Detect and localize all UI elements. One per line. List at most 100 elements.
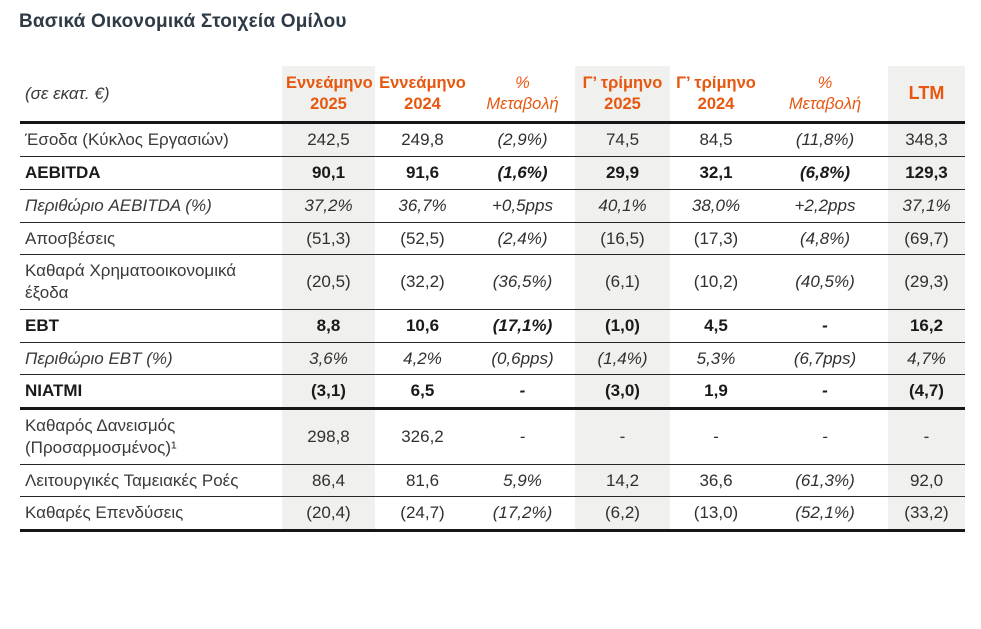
financial-summary-table: (σε εκατ. €) Εννεάμηνο 2025 Εννεάμηνο 20… <box>20 66 965 532</box>
row-label: AEBITDA <box>20 156 282 190</box>
value-cell: 37,1% <box>888 189 965 223</box>
value-cell: 3,6% <box>282 342 375 376</box>
table-row-ebt: EBT 8,8 10,6 (17,1%) (1,0) 4,5 - 16,2 <box>20 309 965 343</box>
value-cell: (52,5) <box>375 222 470 256</box>
value-cell: (1,0) <box>575 309 670 343</box>
value-cell: (1,4%) <box>575 342 670 376</box>
column-header-change-q3: % Μεταβολή <box>762 66 888 125</box>
row-label: Καθαρός Δανεισμός (Προσαρμοσμένος)¹ <box>20 408 282 465</box>
column-header-line1: Εννεάμηνο <box>286 74 373 92</box>
value-cell: (13,0) <box>670 496 762 532</box>
row-label: NIATMI <box>20 374 282 410</box>
value-cell: 8,8 <box>282 309 375 343</box>
value-cell: 4,7% <box>888 342 965 376</box>
value-cell: 74,5 <box>575 122 670 157</box>
value-cell: 326,2 <box>375 408 470 465</box>
value-cell: 4,2% <box>375 342 470 376</box>
value-cell: (17,3) <box>670 222 762 256</box>
value-cell: (4,8%) <box>762 222 888 256</box>
value-cell: 5,3% <box>670 342 762 376</box>
column-header-q3-2024: Γ’ τρίμηνο 2024 <box>670 66 762 125</box>
value-cell: 37,2% <box>282 189 375 223</box>
value-cell: (0,6pps) <box>470 342 575 376</box>
value-cell: 348,3 <box>888 122 965 157</box>
value-cell: (16,5) <box>575 222 670 256</box>
value-cell: 91,6 <box>375 156 470 190</box>
table-row-aebitda: AEBITDA 90,1 91,6 (1,6%) 29,9 32,1 (6,8%… <box>20 156 965 190</box>
table-row-depreciation: Αποσβέσεις (51,3) (52,5) (2,4%) (16,5) (… <box>20 222 965 256</box>
value-cell: 36,6 <box>670 464 762 498</box>
page-title: Βασικά Οικονομικά Στοιχεία Ομίλου <box>19 11 347 32</box>
unit-label: (σε εκατ. €) <box>20 66 282 125</box>
value-cell: (11,8%) <box>762 122 888 157</box>
value-cell: - <box>575 408 670 465</box>
value-cell: - <box>762 374 888 410</box>
column-header-ltm: LTM <box>888 66 965 125</box>
row-label: Έσοδα (Κύκλος Εργασιών) <box>20 122 282 157</box>
value-cell: (3,1) <box>282 374 375 410</box>
value-cell: (17,1%) <box>470 309 575 343</box>
row-label: Περιθώριο EBT (%) <box>20 342 282 376</box>
value-cell: 242,5 <box>282 122 375 157</box>
column-header-9m-2025: Εννεάμηνο 2025 <box>282 66 375 125</box>
value-cell: (3,0) <box>575 374 670 410</box>
value-cell: (52,1%) <box>762 496 888 532</box>
value-cell: +2,2pps <box>762 189 888 223</box>
header-row: (σε εκατ. €) Εννεάμηνο 2025 Εννεάμηνο 20… <box>20 66 965 125</box>
value-cell: (69,7) <box>888 222 965 256</box>
column-header-line2: 2024 <box>404 94 441 113</box>
value-cell: (20,5) <box>282 254 375 310</box>
table-row-niatmi: NIATMI (3,1) 6,5 - (3,0) 1,9 - (4,7) <box>20 374 965 410</box>
value-cell: 1,9 <box>670 374 762 410</box>
value-cell: (29,3) <box>888 254 965 310</box>
value-cell: +0,5pps <box>470 189 575 223</box>
value-cell: - <box>470 374 575 410</box>
value-cell: 249,8 <box>375 122 470 157</box>
value-cell: 92,0 <box>888 464 965 498</box>
value-cell: (2,9%) <box>470 122 575 157</box>
row-label: Καθαρά Χρηματοοικονομικά έξοδα <box>20 254 282 310</box>
value-cell: 81,6 <box>375 464 470 498</box>
table-row-net-investments: Καθαρές Επενδύσεις (20,4) (24,7) (17,2%)… <box>20 496 965 532</box>
value-cell: 29,9 <box>575 156 670 190</box>
value-cell: 32,1 <box>670 156 762 190</box>
row-label: Περιθώριο AEBITDA (%) <box>20 189 282 223</box>
column-header-line2: Μεταβολή <box>788 94 862 113</box>
column-header-line1: % <box>515 74 530 92</box>
value-cell: (6,8%) <box>762 156 888 190</box>
value-cell: 5,9% <box>470 464 575 498</box>
table-row-net-financial-expenses: Καθαρά Χρηματοοικονομικά έξοδα (20,5) (3… <box>20 254 965 310</box>
value-cell: (33,2) <box>888 496 965 532</box>
value-cell: (32,2) <box>375 254 470 310</box>
value-cell: (2,4%) <box>470 222 575 256</box>
value-cell: - <box>888 408 965 465</box>
value-cell: 4,5 <box>670 309 762 343</box>
value-cell: 40,1% <box>575 189 670 223</box>
column-header-line2: 2024 <box>697 94 735 113</box>
table-row-aebitda-margin: Περιθώριο AEBITDA (%) 37,2% 36,7% +0,5pp… <box>20 189 965 223</box>
value-cell: 298,8 <box>282 408 375 465</box>
value-cell: 14,2 <box>575 464 670 498</box>
table-row-revenue: Έσοδα (Κύκλος Εργασιών) 242,5 249,8 (2,9… <box>20 122 965 157</box>
column-header-line2: 2025 <box>310 94 347 113</box>
row-label: EBT <box>20 309 282 343</box>
value-cell: 86,4 <box>282 464 375 498</box>
value-cell: (17,2%) <box>470 496 575 532</box>
column-header-line1: Εννεάμηνο <box>379 74 466 92</box>
value-cell: (24,7) <box>375 496 470 532</box>
table-row-operating-cash-flows: Λειτουργικές Ταμειακές Ροές 86,4 81,6 5,… <box>20 464 965 498</box>
value-cell: 129,3 <box>888 156 965 190</box>
value-cell: (61,3%) <box>762 464 888 498</box>
value-cell: 16,2 <box>888 309 965 343</box>
value-cell: (1,6%) <box>470 156 575 190</box>
value-cell: - <box>762 408 888 465</box>
value-cell: (20,4) <box>282 496 375 532</box>
column-header-9m-2024: Εννεάμηνο 2024 <box>375 66 470 125</box>
value-cell: - <box>762 309 888 343</box>
value-cell: (10,2) <box>670 254 762 310</box>
column-header-line2: 2025 <box>604 94 641 113</box>
value-cell: (36,5%) <box>470 254 575 310</box>
table-row-ebt-margin: Περιθώριο EBT (%) 3,6% 4,2% (0,6pps) (1,… <box>20 342 965 376</box>
value-cell: 38,0% <box>670 189 762 223</box>
value-cell: (51,3) <box>282 222 375 256</box>
